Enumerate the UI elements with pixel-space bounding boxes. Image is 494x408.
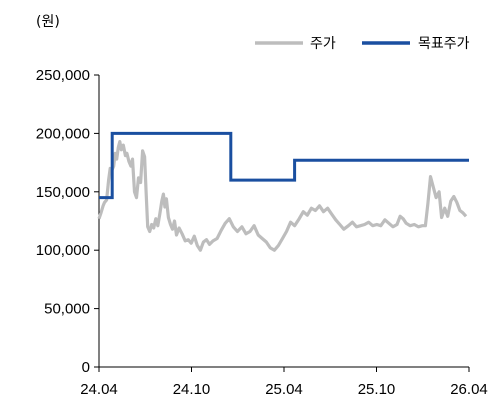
y-tick-label: 50,000 [44,301,90,318]
y-unit-label: (원) [36,14,60,30]
y-tick-label: 150,000 [36,184,90,201]
plot-area [97,131,469,252]
x-tick-label: 24.10 [173,381,211,398]
x-tick-label: 24.04 [80,381,118,398]
y-tick-label: 0 [82,359,90,376]
legend: 주가 목표주가 [255,36,470,52]
x-tick-label: 25.10 [358,381,396,398]
x-axis: 24.04 24.10 25.04 25.10 26.04 [80,366,488,398]
y-tick-label: 100,000 [36,242,90,259]
legend-label-target-price: 목표주가 [418,36,470,52]
x-tick-label: 25.04 [265,381,303,398]
y-axis: 0 50,000 100,000 150,000 200,000 250,000 [36,67,100,376]
target-price-line [99,131,469,200]
y-tick-label: 200,000 [36,125,90,142]
legend-label-stock-price: 주가 [310,36,336,52]
y-tick-label: 250,000 [36,67,90,84]
x-tick-label: 26.04 [450,381,488,398]
stock-price-line [97,140,468,252]
